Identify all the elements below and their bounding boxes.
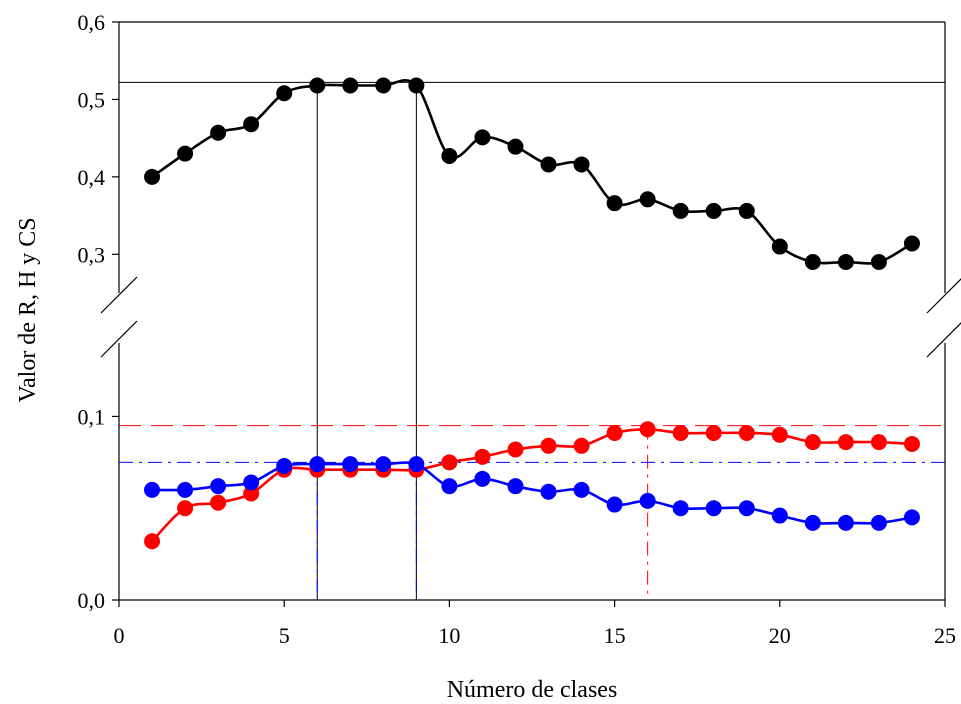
data-point <box>375 456 392 473</box>
data-point <box>177 145 194 162</box>
data-point <box>771 507 788 524</box>
data-point <box>177 481 194 498</box>
data-point <box>672 424 689 441</box>
data-point <box>672 202 689 219</box>
series-line <box>152 461 913 525</box>
tick-labels: 0 5 10 15 20 25 0,3 0,4 0,5 0,6 0,0 0,1 <box>78 10 957 648</box>
data-point <box>606 496 623 513</box>
data-point <box>870 254 887 271</box>
data-point <box>441 478 458 495</box>
x-tick-label: 5 <box>279 623 290 648</box>
data-point <box>408 456 425 473</box>
data-point <box>507 478 524 495</box>
x-tick-label: 0 <box>114 623 125 648</box>
data-point <box>804 254 821 271</box>
data-point <box>210 124 227 141</box>
data-point <box>639 191 656 208</box>
data-point <box>507 138 524 155</box>
axis-break-mark-left <box>100 320 138 358</box>
data-point <box>408 77 425 94</box>
data-point <box>738 500 755 517</box>
data-point <box>672 500 689 517</box>
data-point <box>474 448 491 465</box>
data-point <box>804 434 821 451</box>
data-point <box>870 514 887 531</box>
data-point <box>276 457 293 474</box>
x-tick-label: 25 <box>934 623 956 648</box>
data-point <box>474 129 491 146</box>
data-point <box>144 168 161 185</box>
data-point <box>309 77 326 94</box>
data-point <box>771 426 788 443</box>
data-point <box>243 116 260 133</box>
data-point <box>606 195 623 212</box>
data-point <box>375 77 392 94</box>
series-2 <box>144 421 920 550</box>
data-point <box>573 437 590 454</box>
data-point <box>342 77 359 94</box>
data-point <box>606 424 623 441</box>
y-tick-label: 0,4 <box>78 165 106 190</box>
series <box>144 77 920 550</box>
series-line <box>151 427 913 543</box>
axes <box>100 21 961 607</box>
y-tick-label: 0,6 <box>78 10 106 35</box>
x-tick-label: 20 <box>769 623 791 648</box>
data-point <box>177 500 194 517</box>
series-3 <box>144 456 920 531</box>
y-tick-label: 0,1 <box>78 404 106 429</box>
data-point <box>507 441 524 458</box>
data-point <box>540 483 557 500</box>
data-point <box>573 481 590 498</box>
reference-lines <box>119 81 945 600</box>
data-point <box>540 156 557 173</box>
axis-break-mark-right <box>926 322 961 358</box>
data-point <box>210 494 227 511</box>
axis-break-mark-left <box>100 276 138 314</box>
series-1 <box>144 77 920 271</box>
y-tick-label: 0,3 <box>78 242 106 267</box>
x-tick-label: 10 <box>438 623 460 648</box>
data-point <box>441 147 458 164</box>
data-point <box>573 156 590 173</box>
data-point <box>144 533 161 550</box>
y-tick-label: 0,5 <box>78 87 106 112</box>
data-point <box>441 454 458 471</box>
y-tick-label: 0,0 <box>78 588 106 613</box>
data-point <box>243 474 260 491</box>
x-axis-title: Número de clases <box>447 677 618 703</box>
data-point <box>804 514 821 531</box>
data-point <box>474 470 491 487</box>
data-point <box>837 514 854 531</box>
data-point <box>837 254 854 271</box>
data-point <box>210 478 227 495</box>
axis-break-mark-right <box>926 278 961 314</box>
data-point <box>540 437 557 454</box>
data-point <box>738 424 755 441</box>
data-point <box>903 235 920 252</box>
data-point <box>705 500 722 517</box>
data-point <box>639 421 656 438</box>
data-point <box>837 434 854 451</box>
series-line <box>151 79 913 265</box>
data-point <box>309 456 326 473</box>
data-point <box>639 492 656 509</box>
data-point <box>276 85 293 102</box>
y-axis-title: Valor de R, H y CS <box>15 217 41 402</box>
data-point <box>144 481 161 498</box>
data-point <box>705 424 722 441</box>
x-tick-label: 15 <box>604 623 626 648</box>
data-point <box>903 435 920 452</box>
data-point <box>903 509 920 526</box>
data-point <box>870 434 887 451</box>
data-point <box>342 456 359 473</box>
data-point <box>738 202 755 219</box>
data-point <box>771 238 788 255</box>
data-point <box>705 202 722 219</box>
